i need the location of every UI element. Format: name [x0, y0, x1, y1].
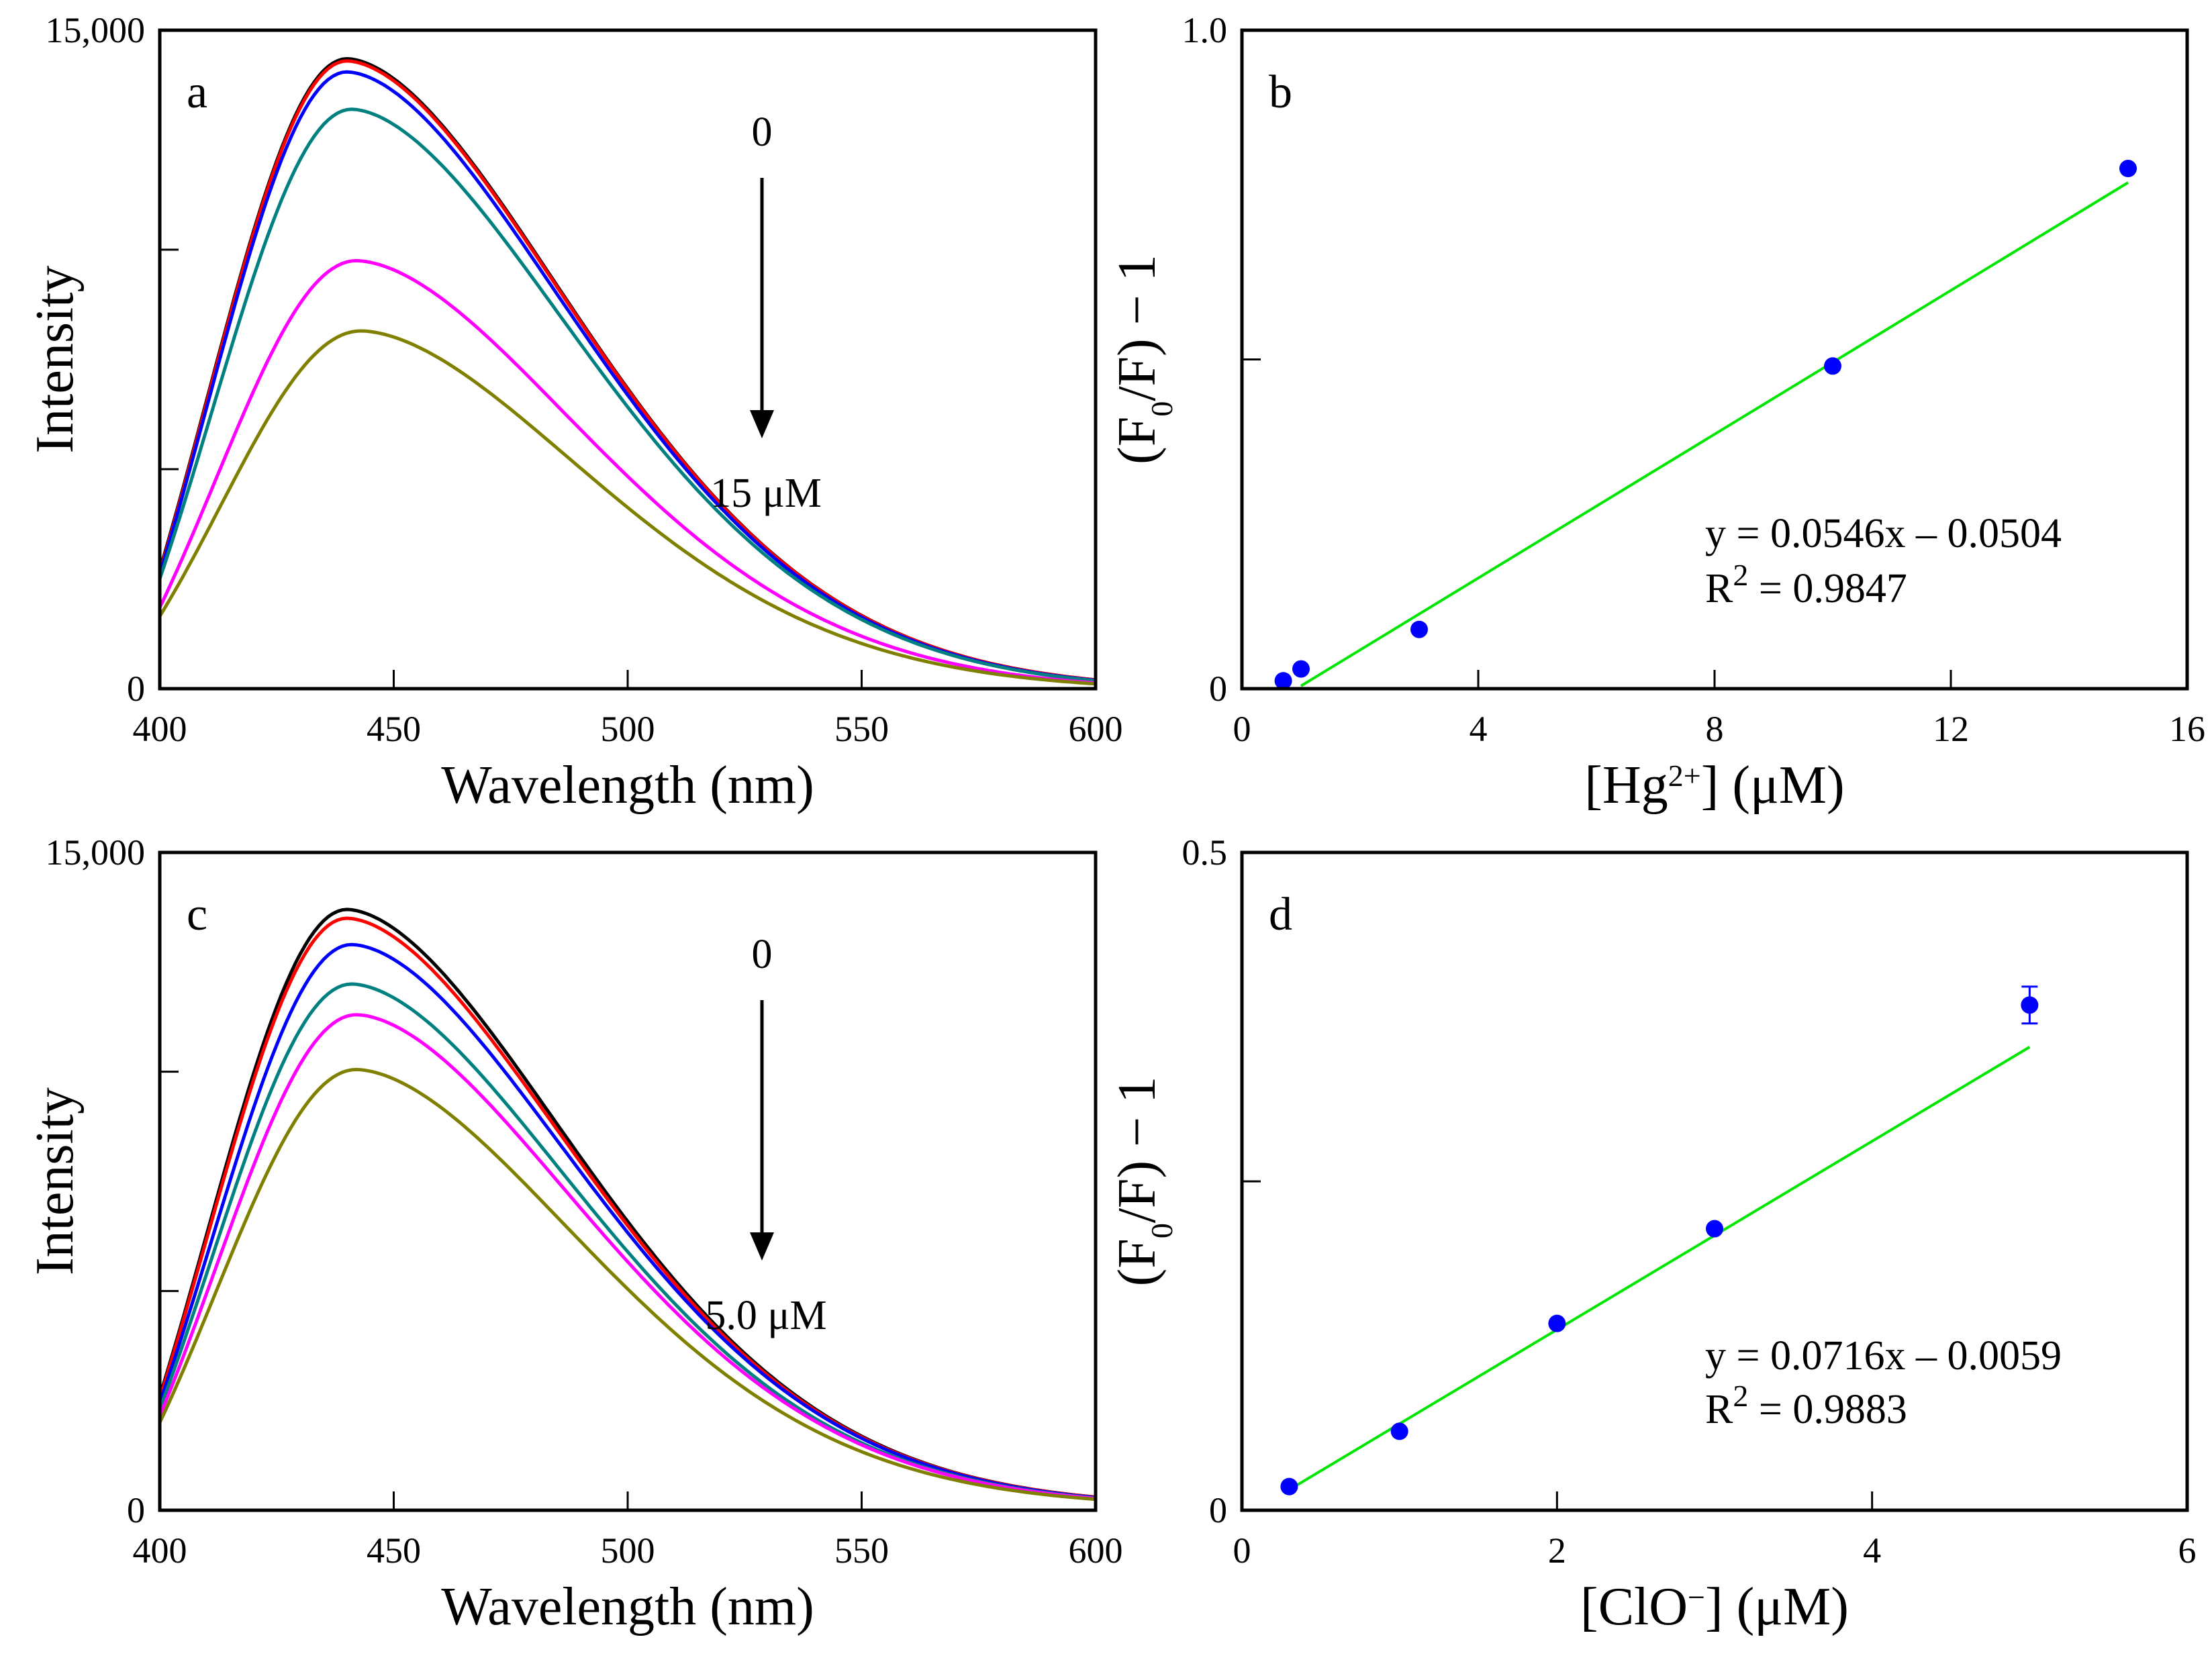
data-point: [1390, 1422, 1408, 1440]
spectrum-line: [158, 916, 1096, 1499]
x-tick-label: 550: [834, 709, 889, 749]
x-tick-label: 600: [1069, 709, 1123, 749]
x-tick-label: 2: [1548, 1530, 1566, 1571]
y-tick-label: 0: [127, 669, 145, 709]
fit-equation: y = 0.0546x – 0.0504: [1705, 511, 2062, 556]
data-point: [1410, 620, 1428, 638]
r-squared: R2 = 0.9883: [1705, 1379, 1907, 1433]
panel-c: c 400 450 500 550 600 0 15,000 0 5.0 μM Wavelength…: [26, 832, 1123, 1636]
fit-line: [1300, 181, 2129, 687]
x-tick-label: 16: [2169, 709, 2205, 749]
x-tick-label: 600: [1069, 1530, 1123, 1571]
x-tick-label: 500: [601, 709, 655, 749]
panel-label: d: [1269, 889, 1292, 940]
trend-arrow-head: [750, 410, 774, 438]
fit-line: [1288, 1046, 2031, 1491]
arrow-end-label: 5.0 μM: [705, 1293, 826, 1338]
spectrum-line: [158, 1067, 1096, 1502]
data-point: [2021, 996, 2039, 1014]
panel-label: a: [187, 66, 207, 118]
arrow-start-label: 0: [752, 932, 773, 977]
spectrum-line: [158, 1013, 1096, 1500]
y-tick-label: 0.5: [1182, 832, 1228, 873]
y-axis-title: Intensity: [26, 266, 85, 454]
x-tick-label: 450: [367, 1530, 421, 1571]
r-squared: R2 = 0.9847: [1705, 558, 1907, 612]
x-tick-label: 0: [1233, 709, 1251, 749]
data-point: [1274, 672, 1292, 690]
plot-frame: [1240, 850, 2189, 1512]
data-point: [1280, 1477, 1298, 1495]
trend-arrow-head: [750, 1232, 774, 1261]
data-point: [1548, 1314, 1566, 1332]
x-tick-label: 4: [1863, 1530, 1881, 1571]
y-tick-label: 0: [1209, 1490, 1227, 1530]
spectrum-line: [158, 907, 1096, 1499]
y-tick-label: 1.0: [1182, 10, 1228, 50]
spectrum-line: [158, 329, 1096, 686]
y-tick-label: 0: [1209, 669, 1227, 709]
x-tick-label: 500: [601, 1530, 655, 1571]
spectrum-line: [158, 258, 1096, 685]
x-axis-title: [Hg2+] (μM): [1584, 756, 1844, 815]
spectrum-line: [158, 107, 1096, 683]
x-tick-label: 450: [367, 709, 421, 749]
arrow-end-label: 15 μM: [710, 471, 822, 516]
x-tick-label: 550: [834, 1530, 889, 1571]
panel-label: b: [1269, 66, 1292, 118]
data-point: [1292, 660, 1310, 678]
x-tick-label: 0: [1233, 1530, 1251, 1571]
y-axis-title: Intensity: [26, 1087, 85, 1275]
x-tick-label: 4: [1470, 709, 1488, 749]
panel-a: a 400 450 500 550 600 0 15,000 0 15 μM Wavelength …: [26, 10, 1123, 815]
data-point: [1824, 357, 1841, 375]
plot-frame: [158, 28, 1098, 691]
plot-frame: [158, 850, 1098, 1512]
y-tick-label: 15,000: [46, 832, 146, 873]
x-tick-label: 12: [1933, 709, 1969, 749]
arrow-start-label: 0: [752, 109, 773, 155]
x-tick-label: 400: [133, 709, 187, 749]
x-tick-label: 6: [2178, 1530, 2197, 1571]
x-tick-label: 8: [1706, 709, 1724, 749]
x-axis-title: [ClO−] (μM): [1580, 1577, 1849, 1636]
plot-frame: [1240, 28, 2189, 691]
y-axis-title: (F0/F) − 1: [1108, 1077, 1179, 1287]
spectrum-line: [158, 942, 1096, 1500]
data-point: [2119, 160, 2137, 178]
x-tick-label: 400: [133, 1530, 187, 1571]
data-point: [1706, 1220, 1723, 1238]
x-axis-title: Wavelength (nm): [441, 756, 814, 815]
y-tick-label: 0: [127, 1490, 145, 1530]
y-axis-title: (F0/F) − 1: [1108, 254, 1179, 464]
panel-label: c: [187, 889, 207, 940]
fit-equation: y = 0.0716x – 0.0059: [1705, 1333, 2062, 1379]
y-tick-label: 15,000: [46, 10, 146, 50]
x-axis-title: Wavelength (nm): [441, 1577, 814, 1636]
